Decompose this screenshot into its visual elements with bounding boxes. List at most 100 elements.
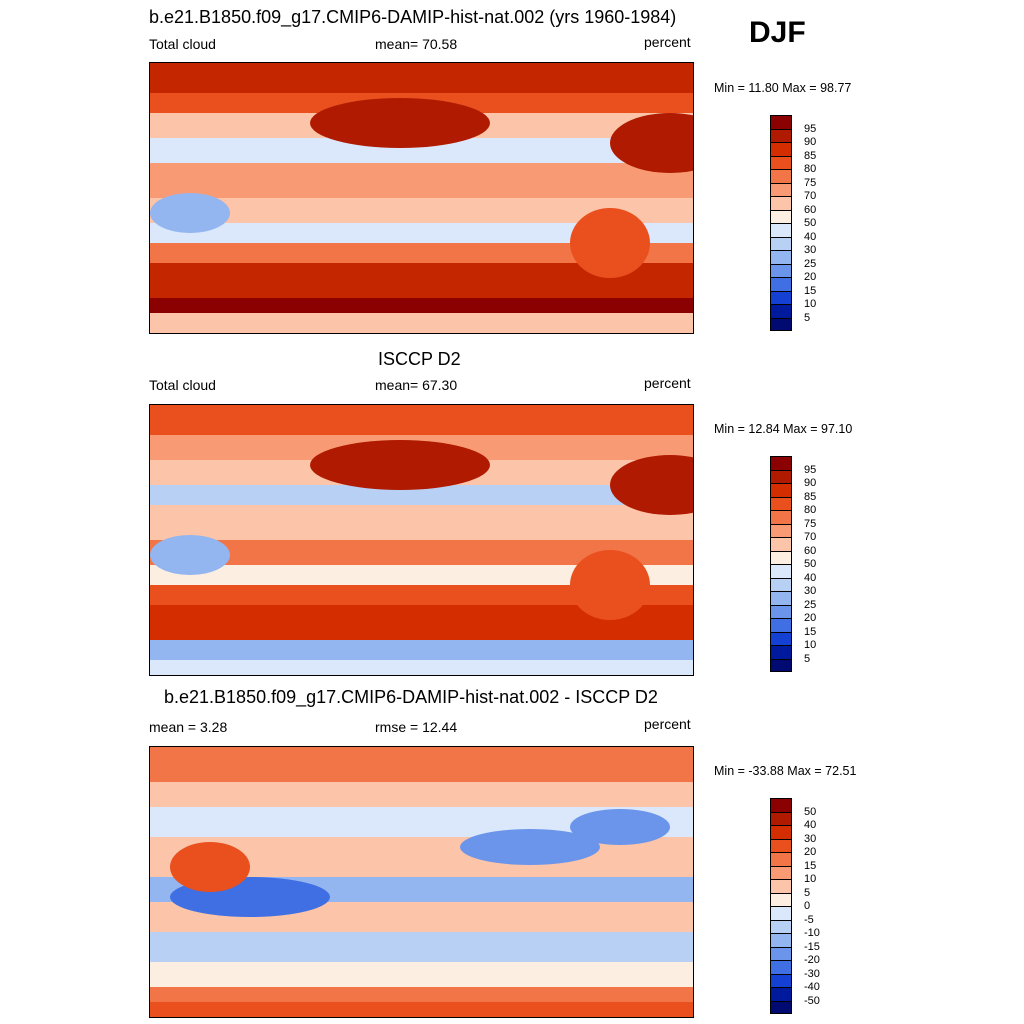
colorbar-level-label: 20 bbox=[804, 846, 817, 858]
panel1-mean-label: mean= 70.58 bbox=[375, 36, 458, 52]
colorbar-level-label: 90 bbox=[804, 477, 817, 489]
colorbar-box bbox=[770, 317, 792, 331]
colorbar-box bbox=[770, 250, 792, 264]
colorbar-box bbox=[770, 973, 792, 987]
panel1-title: b.e21.B1850.f09_g17.CMIP6-DAMIP-hist-nat… bbox=[149, 7, 677, 27]
panel1-minmax: Min = 11.80 Max = 98.77 bbox=[714, 81, 852, 95]
field-feature bbox=[570, 550, 650, 620]
field-band bbox=[150, 485, 693, 505]
field-feature bbox=[570, 809, 670, 845]
colorbar-box bbox=[770, 1000, 792, 1014]
colorbar-box bbox=[770, 645, 792, 659]
colorbar-box bbox=[770, 510, 792, 524]
panel1-variable-label: Total cloud bbox=[149, 36, 216, 52]
colorbar-box bbox=[770, 115, 792, 129]
colorbar-level-label: 90 bbox=[804, 136, 817, 148]
colorbar-box bbox=[770, 825, 792, 839]
colorbar-level-label: -30 bbox=[804, 967, 820, 980]
colorbar-level-label: 75 bbox=[804, 517, 817, 530]
colorbar-level-label: 85 bbox=[804, 490, 817, 503]
colorbar-box bbox=[770, 564, 792, 578]
colorbar-level-label: 95 bbox=[804, 122, 817, 135]
field-feature bbox=[170, 842, 250, 892]
colorbar-level-label: 0 bbox=[804, 900, 811, 912]
colorbar-box bbox=[770, 128, 792, 142]
colorbar-box bbox=[770, 209, 792, 223]
colorbar-level-label: 5 bbox=[804, 311, 811, 324]
colorbar-level-label: 60 bbox=[804, 203, 817, 216]
colorbar-box bbox=[770, 960, 792, 974]
colorbar-box bbox=[770, 142, 792, 156]
panel3-minmax: Min = -33.88 Max = 72.51 bbox=[714, 764, 857, 778]
colorbar-level-label: 60 bbox=[804, 544, 817, 557]
colorbar-level-label: 85 bbox=[804, 149, 817, 162]
colorbar-level-label: 10 bbox=[804, 298, 817, 310]
panel2-minmax: Min = 12.84 Max = 97.10 bbox=[714, 422, 853, 436]
field-band bbox=[150, 163, 693, 198]
colorbar-level-label: 5 bbox=[804, 652, 811, 665]
field-feature bbox=[310, 98, 490, 148]
field-band bbox=[150, 1002, 693, 1017]
colorbar-level-label: 50 bbox=[804, 217, 817, 229]
field-band bbox=[150, 243, 693, 263]
field-band bbox=[150, 747, 693, 782]
colorbar-level-label: -5 bbox=[804, 913, 814, 926]
colorbar-level-label: 75 bbox=[804, 176, 817, 189]
colorbar-level-label: 80 bbox=[804, 504, 817, 516]
colorbar-box bbox=[770, 550, 792, 564]
panel2-variable-label: Total cloud bbox=[149, 377, 216, 393]
field-band bbox=[150, 962, 693, 987]
field-feature bbox=[310, 440, 490, 490]
colorbar-level-label: 5 bbox=[804, 886, 811, 899]
panel3-units-label: percent bbox=[644, 716, 691, 732]
field-feature bbox=[610, 455, 693, 515]
colorbar-box bbox=[770, 277, 792, 291]
field-band bbox=[150, 313, 693, 333]
colorbar-level-label: 30 bbox=[804, 832, 817, 845]
field-band bbox=[150, 405, 693, 435]
panel2-field bbox=[150, 405, 693, 675]
field-band bbox=[150, 987, 693, 1002]
colorbar-box bbox=[770, 304, 792, 318]
colorbar-level-label: 10 bbox=[804, 639, 817, 651]
colorbar-box bbox=[770, 155, 792, 169]
panel3-field bbox=[150, 747, 693, 1017]
field-band bbox=[150, 782, 693, 807]
panel1-map bbox=[149, 62, 694, 334]
field-band bbox=[150, 298, 693, 313]
panel3-mean-label: mean = 3.28 bbox=[149, 719, 228, 735]
colorbar-level-label: -10 bbox=[804, 927, 820, 939]
colorbar-box bbox=[770, 658, 792, 672]
field-feature bbox=[150, 193, 230, 233]
panel2-units-label: percent bbox=[644, 375, 691, 391]
colorbar-box bbox=[770, 483, 792, 497]
colorbar-box bbox=[770, 852, 792, 866]
colorbar-box bbox=[770, 523, 792, 537]
colorbar-level-label: 40 bbox=[804, 571, 817, 584]
colorbar-box bbox=[770, 987, 792, 1001]
colorbar-box bbox=[770, 591, 792, 605]
colorbar-box bbox=[770, 169, 792, 183]
field-feature bbox=[150, 535, 230, 575]
field-band bbox=[150, 63, 693, 93]
colorbar-box bbox=[770, 496, 792, 510]
colorbar-level-label: 25 bbox=[804, 257, 817, 270]
colorbar-box bbox=[770, 537, 792, 551]
colorbar-level-label: -50 bbox=[804, 994, 820, 1007]
colorbar-box bbox=[770, 223, 792, 237]
field-band bbox=[150, 932, 693, 962]
colorbar-box bbox=[770, 919, 792, 933]
field-band bbox=[150, 223, 693, 243]
colorbar-level-label: 20 bbox=[804, 271, 817, 283]
colorbar-level-label: 25 bbox=[804, 598, 817, 611]
field-feature bbox=[570, 208, 650, 278]
colorbar-box bbox=[770, 182, 792, 196]
colorbar-box bbox=[770, 604, 792, 618]
panel3-title: b.e21.B1850.f09_g17.CMIP6-DAMIP-hist-nat… bbox=[164, 687, 658, 707]
colorbar-box bbox=[770, 290, 792, 304]
colorbar-box bbox=[770, 892, 792, 906]
panel3-rmse-label: rmse = 12.44 bbox=[375, 719, 458, 735]
colorbar-box bbox=[770, 469, 792, 483]
colorbar-level-label: -15 bbox=[804, 940, 820, 953]
field-band bbox=[150, 565, 693, 585]
